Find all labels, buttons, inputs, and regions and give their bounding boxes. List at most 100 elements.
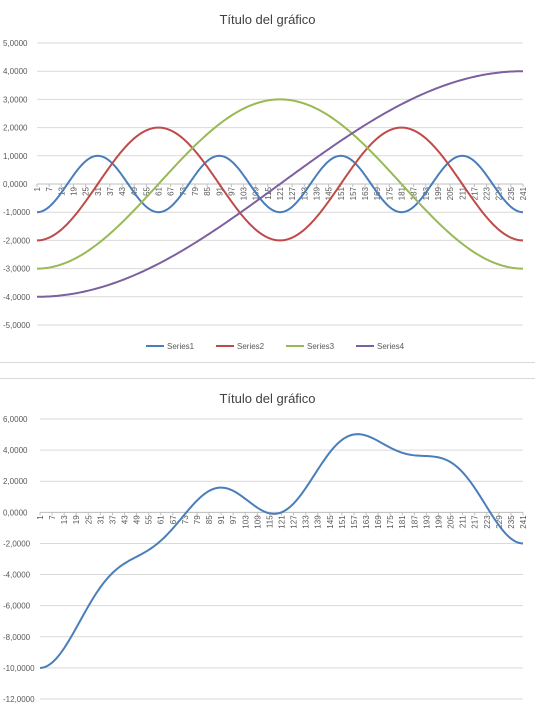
x-tick-label: 223 [483,186,492,200]
x-tick-label: 25 [84,515,93,524]
x-tick-label: 157 [350,515,359,529]
x-tick-label: 91 [215,186,224,195]
x-tick-label: 163 [362,515,371,529]
x-tick-label: 139 [312,186,321,200]
series-line-series1 [36,154,524,214]
x-tick-label: 241 [519,515,528,529]
x-tick-label: 103 [240,186,249,200]
x-tick-label: 151 [338,515,347,529]
x-tick-label: 163 [361,186,370,200]
x-tick-label: 241 [519,186,528,200]
y-tick-label: 5,0000 [3,39,28,48]
x-tick-label: 85 [203,186,212,195]
x-tick-label: 97 [229,515,238,524]
x-tick-label: 37 [106,186,115,195]
y-tick-label: -4,0000 [3,293,31,302]
x-tick-label: 217 [470,186,479,200]
chart-top: Título del gráfico 5,0000 4,0000 3,0000 2,0… [0,12,535,363]
x-tick-label: 181 [398,515,407,529]
x-tick-label: 49 [130,186,139,195]
legend-label-series1: Series1 [167,342,195,351]
x-tick-label: 19 [72,515,81,524]
x-tick-label: 157 [349,186,358,200]
y-tick-label: -5,0000 [3,321,31,330]
y-tick-label: 3,0000 [3,95,28,104]
y-tick-label: 1,0000 [3,152,28,161]
x-tick-label: 79 [193,515,202,524]
x-tick-label: 37 [108,515,117,524]
y-tick-label: 2,0000 [3,477,28,486]
x-tick-label: 127 [288,186,297,200]
y-tick-label: 0,0000 [3,508,28,517]
x-tick-label: 61 [155,186,164,195]
chart-bottom: Título del gráfico 6,0000 4,0000 2,0000 0,0… [0,378,535,709]
legend-label-series4: Series4 [377,342,405,351]
x-tick-label: 175 [386,515,395,529]
x-tick-label: 1 [36,515,45,520]
x-tick-label: 85 [205,515,214,524]
x-tick-label: 25 [82,186,91,195]
x-tick-label: 67 [169,515,178,524]
series-line-sum [39,433,524,669]
x-tick-label: 91 [217,515,226,524]
chart-top-title: Título del gráfico [219,12,316,27]
y-tick-label: 2,0000 [3,124,28,133]
x-tick-label: 121 [278,515,287,529]
chart-bottom-plot: 6,0000 4,0000 2,0000 0,0000 -2,0000 -4,0000 -6… [3,415,528,704]
x-tick-label: 127 [290,515,299,529]
x-tick-label: 223 [483,515,492,529]
x-tick-label: 55 [142,186,151,195]
x-tick-label: 187 [410,515,419,529]
y-tick-label: 0,0000 [3,180,28,189]
x-tick-label: 97 [227,186,236,195]
x-tick-label: 19 [69,186,78,195]
x-tick-label: 193 [422,515,431,529]
y-tick-label: -3,0000 [3,265,31,274]
x-tick-label: 205 [446,186,455,200]
y-tick-label: 4,0000 [3,67,28,76]
x-tick-label: 31 [96,515,105,524]
chart-top-plot: 5,0000 4,0000 3,0000 2,0000 1,0000 0,0000 -1,0… [3,39,528,351]
x-tick-label: 13 [60,515,69,524]
x-tick-label: 229 [495,515,504,529]
x-tick-label: 109 [253,515,262,529]
x-tick-label: 43 [121,515,130,524]
x-tick-label: 169 [374,515,383,529]
x-tick-label: 199 [434,186,443,200]
y-tick-label: 6,0000 [3,415,28,424]
y-tick-label: -1,0000 [3,208,31,217]
x-tick-label: 151 [337,186,346,200]
x-tick-label: 133 [302,515,311,529]
y-tick-label: -2,0000 [3,236,31,245]
legend-label-series3: Series3 [307,342,335,351]
y-tick-label: -10,0000 [3,664,35,673]
x-tick-label: 31 [94,186,103,195]
x-tick-label: 7 [45,186,54,191]
x-tick-label: 49 [133,515,142,524]
x-tick-label: 145 [325,186,334,200]
x-tick-label: 79 [191,186,200,195]
x-tick-label: 7 [48,515,57,520]
y-tick-label: -6,0000 [3,602,31,611]
x-tick-label: 1 [33,186,42,191]
y-tick-label: -8,0000 [3,633,31,642]
y-tick-label: -12,0000 [3,695,35,704]
x-tick-label: 115 [265,515,274,528]
legend-label-series2: Series2 [237,342,265,351]
x-tick-label: 211 [459,515,468,528]
x-tick-label: 235 [507,515,516,529]
x-tick-label: 67 [167,186,176,195]
series-line-series4 [36,70,524,298]
x-tick-label: 145 [326,515,335,529]
x-tick-label: 175 [385,186,394,200]
x-tick-label: 73 [181,515,190,524]
series-line-series3 [36,98,524,270]
x-tick-label: 235 [507,186,516,200]
y-tick-label: -2,0000 [3,539,31,548]
x-tick-label: 61 [157,515,166,524]
y-tick-label: 4,0000 [3,446,28,455]
x-tick-label: 181 [398,186,407,200]
y-tick-label: -4,0000 [3,571,31,580]
x-tick-label: 121 [276,186,285,200]
